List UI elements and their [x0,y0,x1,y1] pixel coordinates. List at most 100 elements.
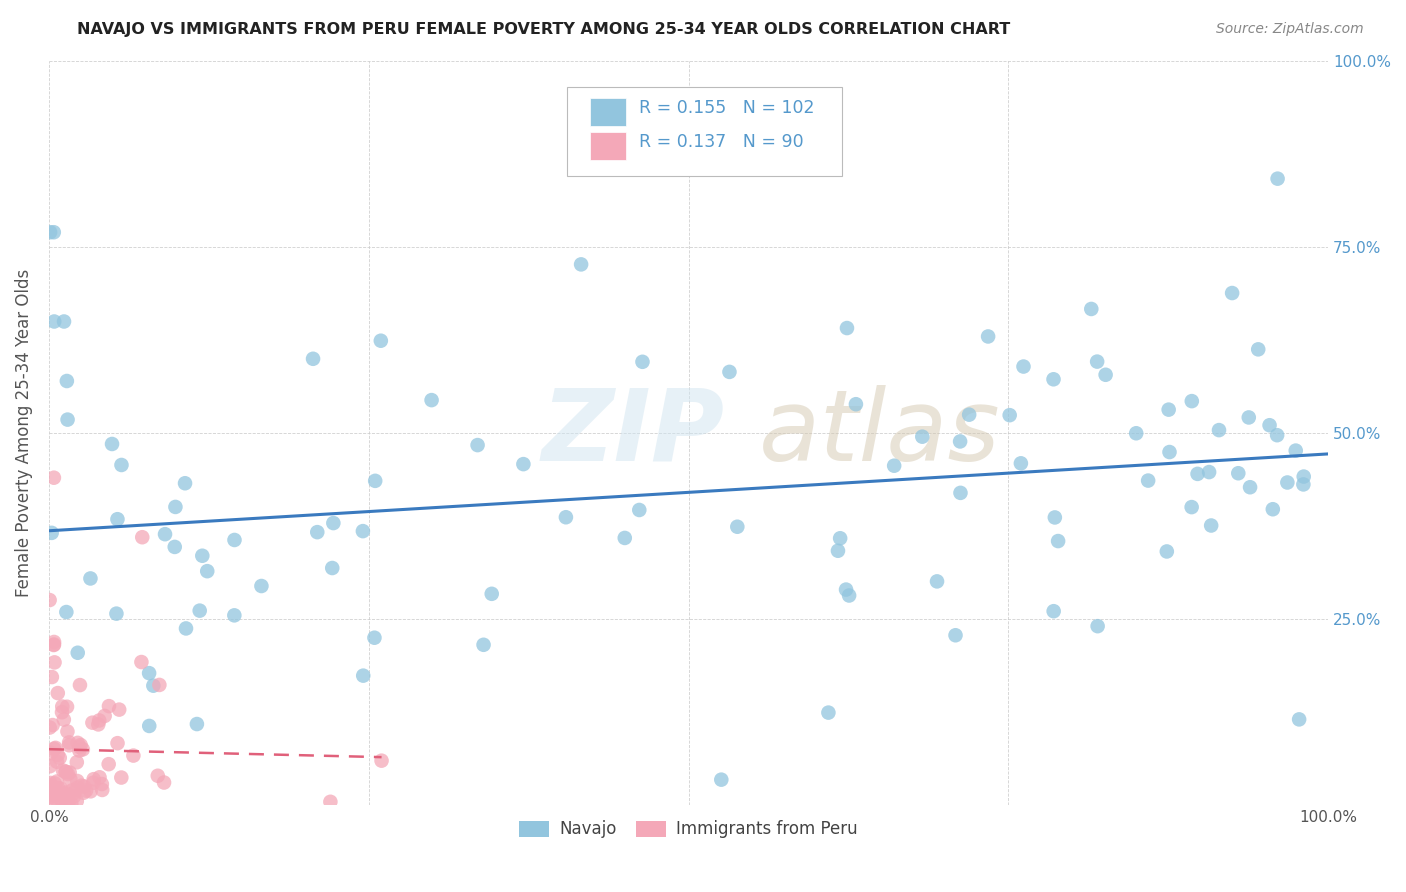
Point [195,564,218,578]
Point [1227,467,1250,481]
Point [69,739,91,754]
Text: Source: ZipAtlas.com: Source: ZipAtlas.com [1216,22,1364,37]
Point [66,646,89,660]
Y-axis label: Female Poverty Among 25-34 Year Olds: Female Poverty Among 25-34 Year Olds [15,269,32,598]
Point [1042,372,1064,386]
Point [46,686,69,700]
Point [45,755,67,769]
Point [845,397,868,411]
Point [39,779,62,793]
Point [186,717,208,731]
Point [46,774,69,789]
Point [835,582,858,597]
Point [250,579,273,593]
Point [55,764,77,779]
Point [38,721,60,735]
Point [58,738,80,752]
Point [1199,518,1222,533]
Point [44,776,66,790]
Point [481,587,503,601]
Point [1292,477,1315,491]
Point [105,607,128,621]
Point [370,334,392,348]
Point [949,486,972,500]
Point [67,743,90,757]
Point [420,393,443,408]
Point [42,638,65,652]
Point [60,797,83,811]
Point [835,321,858,335]
Point [628,503,651,517]
Point [60,783,83,797]
Point [1043,510,1066,524]
Point [352,524,374,538]
Point [710,772,733,787]
Point [817,706,839,720]
Point [39,225,62,239]
Point [1239,480,1261,494]
Point [1208,423,1230,437]
Point [79,571,101,585]
Point [107,736,129,750]
Point [319,795,342,809]
Point [55,785,77,799]
Point [59,765,82,780]
Point [1237,410,1260,425]
Point [45,792,67,806]
Point [302,351,325,366]
Point [56,767,79,781]
Point [1080,301,1102,316]
Point [72,786,94,800]
Point [1247,343,1270,357]
Point [38,593,60,607]
Point [569,257,592,271]
Point [56,724,79,739]
Point [911,430,934,444]
Point [52,764,75,778]
Point [830,531,852,545]
Point [79,784,101,798]
Text: NAVAJO VS IMMIGRANTS FROM PERU FEMALE POVERTY AMONG 25-34 YEAR OLDS CORRELATION : NAVAJO VS IMMIGRANTS FROM PERU FEMALE PO… [77,22,1011,37]
Point [51,705,73,719]
Point [153,775,176,789]
Point [56,699,79,714]
Point [122,748,145,763]
Point [42,638,65,652]
Point [44,789,66,803]
Point [165,500,187,514]
Point [554,510,576,524]
Point [352,668,374,682]
Text: R = 0.155   N = 102: R = 0.155 N = 102 [638,99,814,117]
Point [998,408,1021,422]
FancyBboxPatch shape [591,97,626,126]
Point [56,374,79,388]
Point [1198,465,1220,479]
Point [1261,502,1284,516]
Point [44,656,66,670]
Point [72,742,94,756]
Text: R = 0.137   N = 90: R = 0.137 N = 90 [638,133,803,152]
Point [977,329,1000,343]
Point [1159,445,1181,459]
Point [41,670,63,684]
Text: atlas: atlas [759,384,1001,482]
Point [51,793,73,807]
Point [63,786,86,800]
Point [82,776,104,790]
Point [224,533,246,547]
Point [66,774,89,789]
Point [1125,426,1147,441]
Point [957,408,980,422]
Point [142,679,165,693]
Point [1085,354,1108,368]
Point [39,790,62,805]
Point [174,622,197,636]
Point [1010,456,1032,470]
Legend: Navajo, Immigrants from Peru: Navajo, Immigrants from Peru [512,814,865,845]
Point [69,678,91,692]
Point [69,738,91,752]
Point [56,412,79,426]
Point [1042,604,1064,618]
Point [89,770,111,784]
Point [83,772,105,787]
